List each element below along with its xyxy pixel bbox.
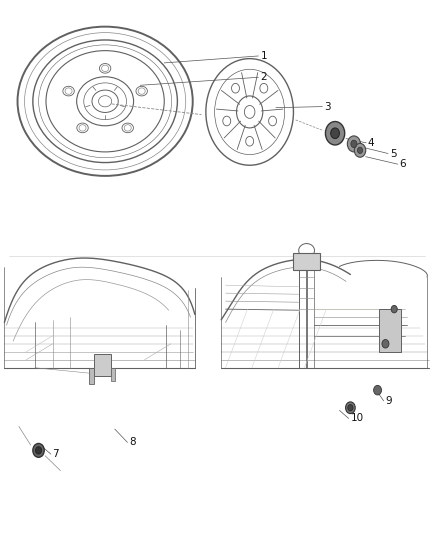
Circle shape: [325, 122, 345, 145]
Circle shape: [391, 305, 397, 313]
Text: 1: 1: [261, 51, 267, 61]
Circle shape: [374, 385, 381, 395]
Text: 10: 10: [350, 414, 364, 423]
FancyBboxPatch shape: [94, 354, 111, 376]
FancyBboxPatch shape: [111, 368, 115, 381]
Circle shape: [35, 447, 42, 454]
FancyBboxPatch shape: [89, 368, 94, 384]
Circle shape: [346, 402, 355, 414]
Circle shape: [354, 143, 366, 157]
Text: 9: 9: [385, 396, 392, 406]
FancyBboxPatch shape: [293, 253, 320, 270]
Circle shape: [351, 140, 357, 148]
Text: 6: 6: [399, 159, 406, 169]
Circle shape: [348, 405, 353, 411]
FancyBboxPatch shape: [379, 309, 401, 352]
Circle shape: [331, 128, 339, 139]
Text: 8: 8: [129, 438, 136, 447]
Text: 7: 7: [53, 449, 59, 459]
Text: 2: 2: [261, 72, 267, 82]
Text: 5: 5: [390, 149, 396, 158]
Text: 3: 3: [324, 102, 331, 111]
Circle shape: [33, 443, 44, 457]
Circle shape: [347, 136, 360, 152]
Circle shape: [357, 147, 363, 154]
Circle shape: [382, 340, 389, 348]
Text: 4: 4: [368, 138, 374, 148]
